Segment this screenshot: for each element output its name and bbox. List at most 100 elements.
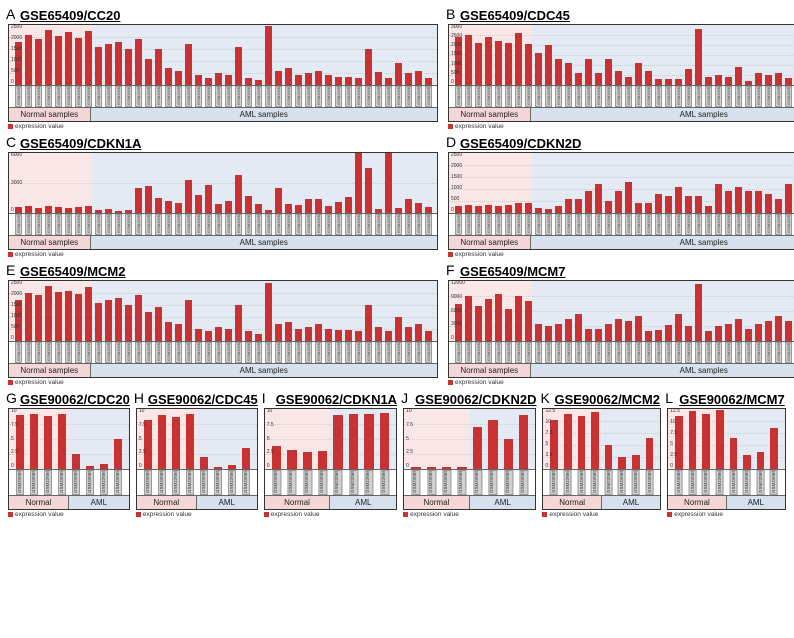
- sample-label: GSM2396908: [242, 470, 250, 495]
- sample-label: GSM1595732: [775, 342, 782, 363]
- legend-text: expression value: [455, 379, 504, 386]
- sample-label: GSM1595734: [355, 214, 362, 235]
- panel-C: C GSE65409/CDKN1A 600030000 GSM1595700GS…: [8, 136, 438, 258]
- sample-label: GSM1595723: [245, 214, 252, 235]
- bar: [245, 78, 252, 85]
- sample-label: GSM1595718: [195, 342, 202, 363]
- sample-label: GSM1595706: [515, 342, 522, 363]
- bar: [515, 203, 522, 213]
- bar: [555, 59, 562, 85]
- bar: [158, 415, 166, 469]
- sample-label: GSM1595725: [265, 86, 272, 107]
- sample-label: GSM1595729: [745, 342, 752, 363]
- bar: [415, 71, 422, 85]
- sample-label: GSM1595713: [585, 342, 592, 363]
- sample-label: GSM1595738: [395, 342, 402, 363]
- sample-label: GSM2396906: [86, 470, 94, 495]
- sample-label: GSM1595720: [215, 86, 222, 107]
- sample-label: GSM2396903: [702, 470, 710, 495]
- sample-label: GSM1595703: [45, 342, 52, 363]
- sample-label: GSM2396901: [272, 470, 281, 495]
- y-axis: 25002000150010005000: [451, 153, 462, 213]
- normal-group-label: Normal: [137, 496, 197, 509]
- bar: [565, 319, 572, 342]
- bar: [465, 205, 472, 213]
- sample-label: GSM1595703: [45, 214, 52, 235]
- bar: [285, 322, 292, 341]
- bar: [315, 199, 322, 213]
- sample-label: GSM1595716: [175, 86, 182, 107]
- panel-title: GSE65409/MCM2: [20, 264, 438, 279]
- bar: [365, 49, 372, 85]
- bar: [85, 31, 92, 85]
- sample-label: GSM1595712: [135, 214, 142, 235]
- sample-label: GSM2396907: [504, 470, 513, 495]
- bar: [165, 201, 172, 213]
- panel-letter: K: [540, 390, 549, 406]
- bar: [775, 316, 782, 341]
- bar: [335, 202, 342, 213]
- bar: [85, 206, 92, 213]
- bar: [185, 44, 192, 85]
- bar: [195, 75, 202, 85]
- sample-label: GSM1595728: [735, 342, 742, 363]
- sample-label: GSM1595733: [785, 86, 792, 107]
- aml-group-label: AML: [330, 496, 396, 509]
- y-axis: 120009000600030000: [451, 281, 465, 341]
- sample-label: GSM1595706: [75, 214, 82, 235]
- normal-group-label: Normal: [9, 496, 69, 509]
- bar: [145, 186, 152, 213]
- sample-label: GSM1595721: [225, 342, 232, 363]
- sample-label: GSM1595736: [375, 86, 382, 107]
- sample-label: GSM1595703: [45, 86, 52, 107]
- bar: [675, 79, 682, 85]
- aml-group-label: AML samples: [531, 364, 794, 377]
- sample-label: GSM2396901: [411, 470, 420, 495]
- bar: [75, 207, 82, 213]
- sample-label: GSM2396905: [730, 470, 738, 495]
- sample-label: GSM1595714: [155, 342, 162, 363]
- bar: [515, 296, 522, 341]
- sample-label: GSM1595717: [185, 342, 192, 363]
- sample-label: GSM1595701: [25, 214, 32, 235]
- bar: [535, 53, 542, 85]
- legend-swatch: [8, 512, 13, 517]
- chart-area: 25002000150010005000: [9, 25, 437, 85]
- bar: [380, 413, 389, 469]
- bar: [215, 73, 222, 85]
- bar: [65, 32, 72, 85]
- bar: [185, 180, 192, 213]
- bar: [225, 329, 232, 341]
- bar: [705, 77, 712, 85]
- y-axis: 107.552.50: [406, 409, 413, 469]
- sample-label: GSM1595730: [315, 214, 322, 235]
- sample-label: GSM1595729: [305, 342, 312, 363]
- chart-area: 120009000600030000: [449, 281, 794, 341]
- sample-label: GSM1595724: [255, 214, 262, 235]
- sample-label: GSM2396903: [578, 470, 586, 495]
- sample-label: GSM1595720: [215, 342, 222, 363]
- bar: [385, 78, 392, 85]
- bar: [730, 438, 738, 469]
- sample-label: GSM2396908: [770, 470, 778, 495]
- sample-label: GSM1595724: [695, 86, 702, 107]
- sample-label: GSM1595730: [755, 86, 762, 107]
- panel-title: GSE90062/MCM2: [554, 392, 661, 407]
- sample-label: GSM1595731: [325, 214, 332, 235]
- sample-label: GSM1595712: [575, 342, 582, 363]
- sample-label: GSM1595714: [595, 214, 602, 235]
- sample-label: GSM1595722: [675, 214, 682, 235]
- sample-label: GSM1595713: [145, 214, 152, 235]
- sample-label: GSM1595710: [555, 86, 562, 107]
- sample-label: GSM2396902: [287, 470, 296, 495]
- sample-label: GSM1595703: [485, 86, 492, 107]
- chart-frame: 120009000600030000 GSM1595700GSM1595701G…: [448, 280, 794, 378]
- bar: [295, 329, 302, 341]
- bar: [457, 467, 466, 469]
- bar: [242, 448, 250, 469]
- sample-label: GSM1595704: [495, 214, 502, 235]
- chart-area: 300025002000150010005000: [449, 25, 794, 85]
- sample-label: GSM2396904: [457, 470, 466, 495]
- bar: [755, 73, 762, 85]
- panel-F: F GSE65409/MCM7 120009000600030000 GSM15…: [448, 264, 794, 386]
